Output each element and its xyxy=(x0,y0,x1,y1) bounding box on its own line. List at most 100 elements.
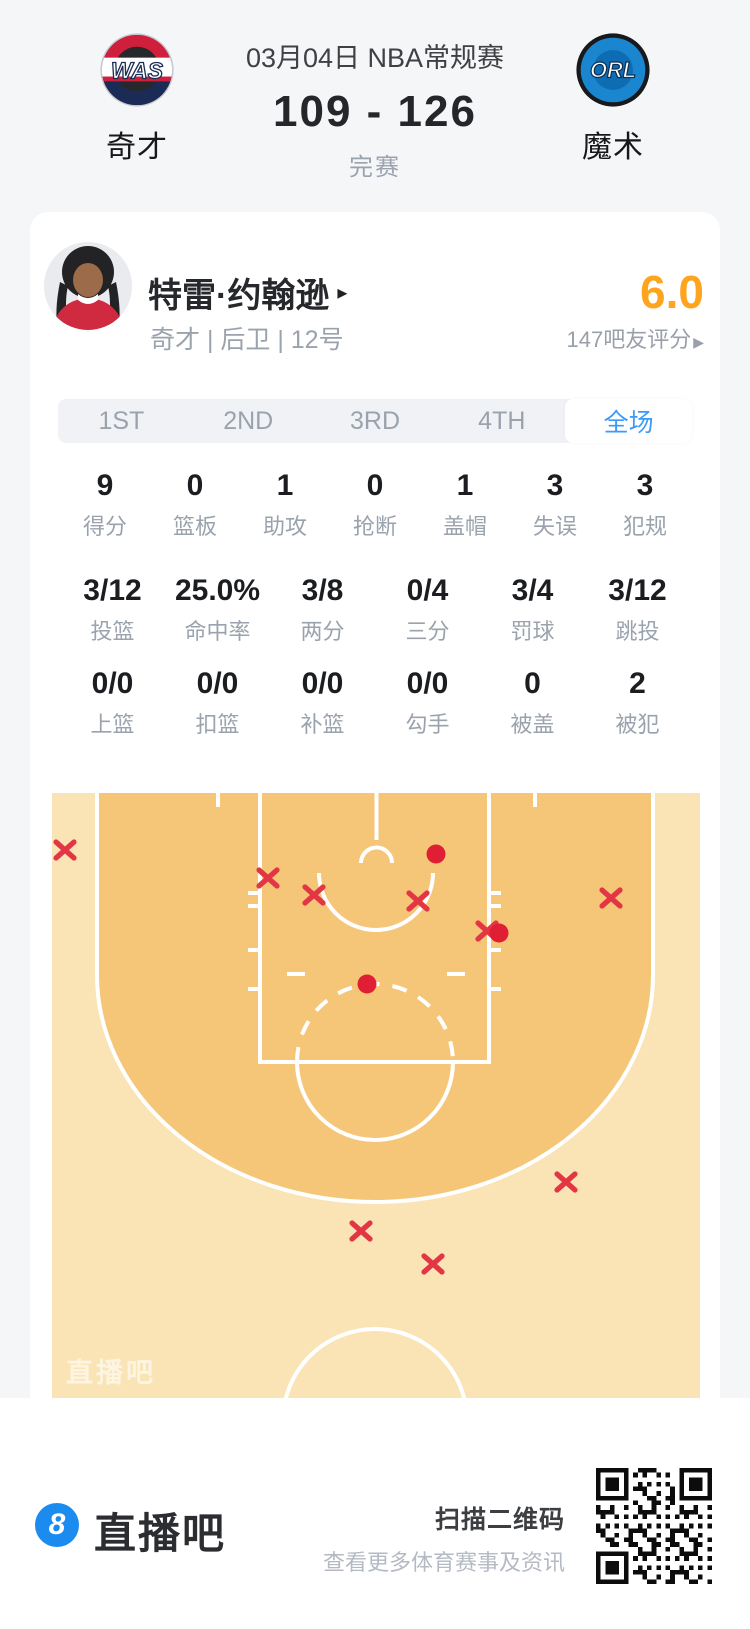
stat-label: 助攻 xyxy=(262,514,307,539)
stat-value: 3/4 xyxy=(511,574,554,607)
team-home-name: 奇才 xyxy=(106,131,168,164)
baseline-ticks xyxy=(216,793,537,807)
tab-3RD[interactable]: 3RD xyxy=(349,406,400,435)
footer-brand: 直播吧 xyxy=(94,1510,227,1557)
lane-hash-right xyxy=(489,891,501,991)
stat-value: 1 xyxy=(276,469,294,502)
rating-block[interactable]: 6.0 147吧友评分 ▶ xyxy=(567,268,705,354)
stat-篮板: 0 篮板 xyxy=(150,470,240,541)
stat-跳投: 3/12 跳投 xyxy=(585,575,690,646)
missed-shot-marker xyxy=(53,839,77,861)
stat-label: 三分 xyxy=(405,619,450,644)
stat-label: 被犯 xyxy=(615,712,660,737)
made-shot-marker xyxy=(426,844,446,864)
free-throw-circle-solid xyxy=(295,1061,455,1142)
team-away[interactable]: ORL 魔术 xyxy=(538,32,688,166)
stat-label: 两分 xyxy=(300,619,345,644)
stat-label: 失误 xyxy=(532,514,577,539)
stat-value: 0/4 xyxy=(406,574,449,607)
stat-value: 0/0 xyxy=(406,667,449,700)
zhibo8-logo-icon: 8 xyxy=(35,1503,79,1547)
stat-罚球: 3/4 罚球 xyxy=(480,575,585,646)
tab-1ST[interactable]: 1ST xyxy=(98,406,145,435)
stat-被盖: 0 被盖 xyxy=(480,668,585,739)
team-away-name: 魔术 xyxy=(582,131,644,164)
stat-value: 3 xyxy=(636,469,654,502)
shot-chart: 直播吧 xyxy=(52,793,700,1398)
missed-shot-marker xyxy=(421,1253,445,1275)
court-watermark: 直播吧 xyxy=(66,1358,156,1388)
game-header: WAS 奇才 03月04日 NBA常规赛 109 - 126 完赛 ORL 魔术 xyxy=(0,0,750,212)
rating-value: 6.0 xyxy=(640,266,704,318)
rim-arc xyxy=(359,845,394,864)
stat-label: 篮板 xyxy=(172,514,217,539)
stats-row-1: 9 得分 0 篮板 1 助攻 0 抢断 1 盖帽 3 失误 3 犯规 xyxy=(60,470,690,541)
wizards-abbr: WAS xyxy=(111,58,163,84)
scan-block: 扫描二维码 查看更多体育赛事及资讯 xyxy=(323,1500,565,1577)
missed-shot-marker xyxy=(302,884,326,906)
stat-label: 上篮 xyxy=(90,712,135,737)
stat-两分: 3/8 两分 xyxy=(270,575,375,646)
stat-抢断: 0 抢断 xyxy=(330,470,420,541)
stat-命中率: 25.0% 命中率 xyxy=(165,575,270,646)
stat-三分: 0/4 三分 xyxy=(375,575,480,646)
stat-label: 扣篮 xyxy=(195,712,240,737)
magic-logo-icon: ORL xyxy=(576,33,650,107)
stat-盖帽: 1 盖帽 xyxy=(420,470,510,541)
stat-失误: 3 失误 xyxy=(510,470,600,541)
stat-被犯: 2 被犯 xyxy=(585,668,690,739)
player-avatar[interactable] xyxy=(44,242,132,330)
missed-shot-marker xyxy=(554,1171,578,1193)
lane-hash-left xyxy=(248,891,260,991)
stat-label: 被盖 xyxy=(510,712,555,737)
stat-value: 3 xyxy=(546,469,564,502)
stat-value: 3/12 xyxy=(83,574,142,607)
tab-2ND[interactable]: 2ND xyxy=(223,406,274,435)
stat-value: 0 xyxy=(186,469,204,502)
missed-shot-marker xyxy=(256,867,280,889)
stat-label: 补篮 xyxy=(300,712,345,737)
tab-全场[interactable]: 全场 xyxy=(565,399,692,443)
stat-得分: 9 得分 xyxy=(60,470,150,541)
stat-犯规: 3 犯规 xyxy=(600,470,690,541)
made-shot-marker xyxy=(489,923,509,943)
missed-shot-marker xyxy=(349,1220,373,1242)
quarter-tabs: 1ST 2ND 3RD 4TH 全场 xyxy=(58,399,692,443)
stat-value: 2 xyxy=(629,667,646,700)
player-detail-arrow-icon: ▸ xyxy=(337,282,348,304)
stat-label: 抢断 xyxy=(352,514,397,539)
player-name: 特雷·约翰逊 xyxy=(148,277,330,315)
stat-value: 0 xyxy=(524,667,541,700)
stats-row-2: 3/12 投篮 25.0% 命中率 3/8 两分 0/4 三分 3/4 罚球 3/12 跳投 xyxy=(60,575,690,646)
stat-value: 0/0 xyxy=(301,667,344,700)
stat-label: 投篮 xyxy=(90,619,135,644)
half-court-circle xyxy=(283,1327,467,1398)
wizards-logo-icon: WAS xyxy=(100,33,174,107)
missed-shot-marker xyxy=(406,890,430,912)
stat-上篮: 0/0 上篮 xyxy=(60,668,165,739)
rating-detail-arrow-icon: ▶ xyxy=(693,334,704,350)
team-home[interactable]: WAS 奇才 xyxy=(62,32,212,166)
player-name-row[interactable]: 特雷·约翰逊 ▸ xyxy=(148,268,347,317)
scan-subtitle: 查看更多体育赛事及资讯 xyxy=(322,1550,565,1575)
stat-value: 9 xyxy=(96,469,114,502)
made-shot-marker xyxy=(357,974,377,994)
stat-label: 得分 xyxy=(82,514,127,539)
player-stats-card: 特雷·约翰逊 ▸ 奇才 | 后卫 | 12号 6.0 147吧友评分 ▶ 1ST 2… xyxy=(30,212,720,1629)
court-graphic xyxy=(52,793,700,1398)
restricted-area-arc xyxy=(317,872,435,932)
player-meta: 奇才 | 后卫 | 12号 xyxy=(150,326,344,354)
match-date: 03月04日 NBA常规赛 xyxy=(245,43,505,73)
stat-value: 3/12 xyxy=(608,574,667,607)
stat-助攻: 1 助攻 xyxy=(240,470,330,541)
stat-value: 0 xyxy=(366,469,384,502)
stat-value: 3/8 xyxy=(301,574,344,607)
match-score: 109 - 126 xyxy=(273,87,477,136)
player-photo xyxy=(44,242,132,330)
stat-value: 1 xyxy=(456,469,474,502)
stat-扣篮: 0/0 扣篮 xyxy=(165,668,270,739)
stat-label: 罚球 xyxy=(510,619,555,644)
qr-code xyxy=(596,1468,712,1584)
tab-4TH[interactable]: 4TH xyxy=(478,406,526,435)
app-footer: 8 直播吧 扫描二维码 查看更多体育赛事及资讯 xyxy=(0,1398,750,1629)
